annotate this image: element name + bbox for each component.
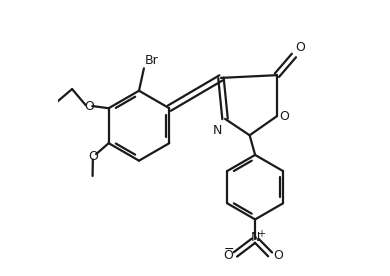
Text: N: N (250, 232, 260, 245)
Text: −: − (223, 243, 234, 256)
Text: O: O (295, 41, 305, 54)
Text: +: + (257, 229, 265, 239)
Text: O: O (280, 110, 289, 123)
Text: O: O (273, 249, 283, 262)
Text: O: O (88, 150, 98, 163)
Text: N: N (213, 124, 222, 137)
Text: Br: Br (145, 54, 158, 67)
Text: O: O (84, 100, 94, 113)
Text: O: O (223, 249, 233, 262)
